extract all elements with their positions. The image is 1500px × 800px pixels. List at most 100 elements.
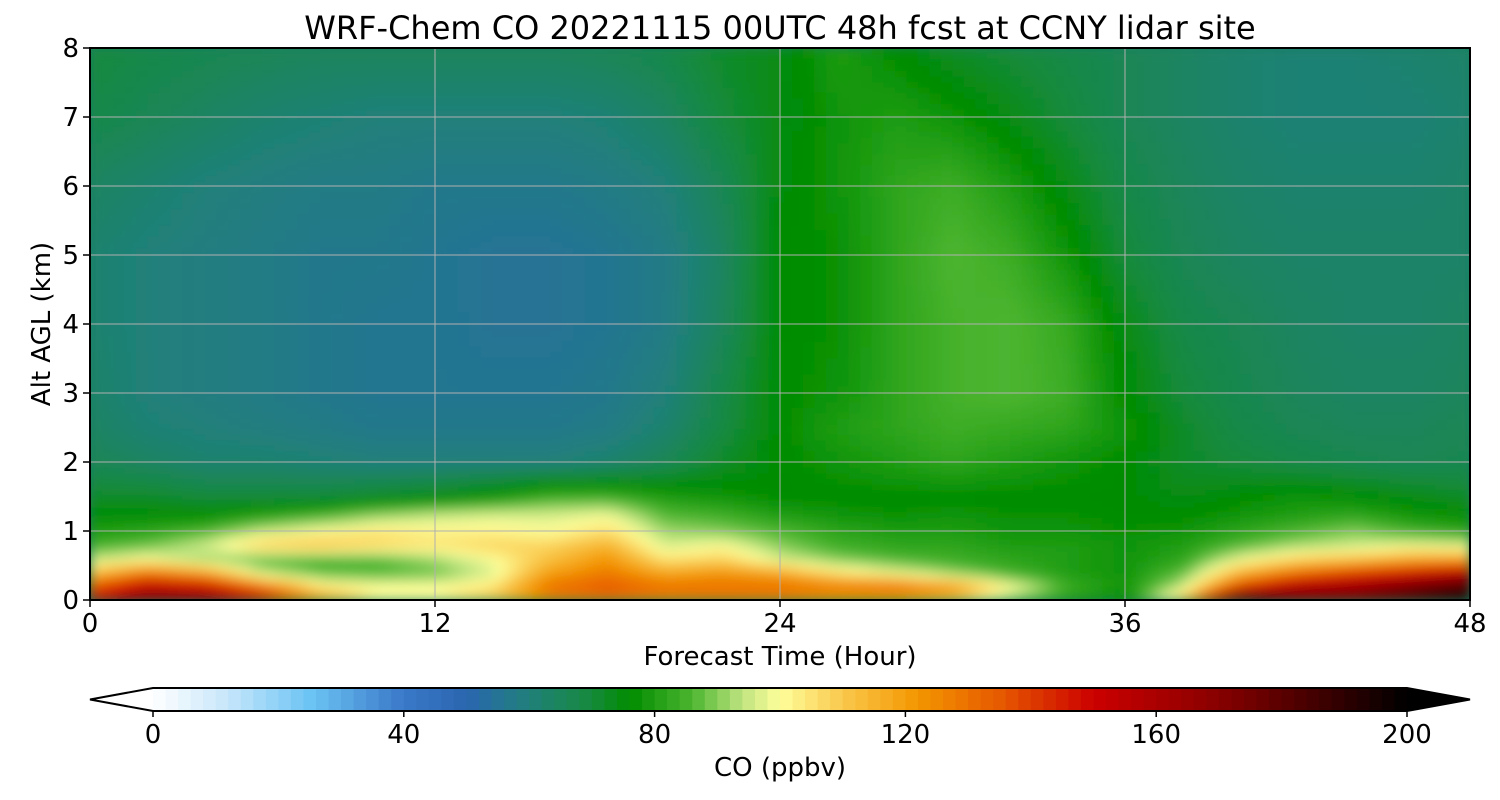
heatmap-cell [596,346,609,353]
heatmap-cell [262,174,275,182]
heatmap-cell [400,434,413,441]
heatmap-cell [101,108,114,116]
heatmap-cell [205,163,218,171]
heatmap-cell [630,351,643,358]
heatmap-cell [527,462,540,469]
heatmap-cell [653,511,666,518]
heatmap-cell [159,473,172,480]
heatmap-cell [113,296,126,303]
heatmap-cell [297,379,310,386]
heatmap-cell [285,186,298,193]
heatmap-cell [527,186,540,193]
heatmap-cell [469,340,482,347]
heatmap-cell [297,119,310,127]
heatmap-cell [262,48,275,55]
heatmap-cell [216,263,229,270]
heatmap-cell [124,169,137,176]
heatmap-cell [285,97,298,104]
heatmap-cell [400,64,413,71]
heatmap-cell [446,64,459,71]
heatmap-cell [515,577,528,585]
heatmap-cell [297,296,310,303]
heatmap-cell [412,64,425,71]
heatmap-cell [285,417,298,425]
heatmap-cell [193,163,206,171]
heatmap-cell [607,219,620,226]
heatmap-cell [228,577,241,585]
heatmap-cell [630,59,643,66]
heatmap-cell [377,428,390,436]
heatmap-cell [584,296,597,303]
heatmap-cell [469,191,482,198]
heatmap-cell [308,373,321,380]
heatmap-cell [354,544,367,552]
heatmap-cell [366,141,379,149]
heatmap-cell [446,566,459,574]
heatmap-cell [527,59,540,66]
heatmap-cell [561,324,574,331]
heatmap-cell [412,312,425,320]
heatmap-cell [308,147,321,154]
heatmap-cell [584,511,597,518]
heatmap-cell [435,197,448,204]
heatmap-cell [366,450,379,458]
heatmap-cell [573,500,586,507]
heatmap-cell [343,577,356,585]
heatmap-cell [159,401,172,408]
heatmap-cell [504,324,517,331]
heatmap-cell [596,191,609,198]
heatmap-cell [400,395,413,403]
heatmap-cell [400,152,413,160]
heatmap-cell [216,158,229,165]
heatmap-cell [285,119,298,127]
heatmap-cell [653,473,666,480]
heatmap-cell [205,351,218,358]
heatmap-cell [492,119,505,127]
heatmap-cell [584,70,597,77]
heatmap-cell [136,70,149,77]
heatmap-cell [101,544,114,552]
heatmap-cell [423,561,436,568]
heatmap-cell [607,478,620,485]
heatmap-cell [469,329,482,336]
heatmap-cell [642,163,655,171]
heatmap-cell [458,246,471,254]
heatmap-cell [619,572,632,579]
heatmap-cell [481,511,494,518]
heatmap-cell [389,335,402,342]
heatmap-cell [308,362,321,369]
heatmap-cell [274,53,287,60]
heatmap-cell [481,544,494,552]
heatmap-cell [389,434,402,441]
heatmap-cell [538,158,551,165]
heatmap-cell [274,81,287,88]
heatmap-cell [262,445,275,452]
heatmap-cell [492,152,505,160]
heatmap-cell [136,230,149,237]
heatmap-cell [389,351,402,358]
heatmap-cell [596,147,609,154]
heatmap-cell [619,522,632,530]
heatmap-cell [343,445,356,452]
heatmap-cell [469,48,482,55]
heatmap-cell [193,395,206,403]
heatmap-cell [262,412,275,419]
heatmap-cell [101,594,114,600]
heatmap-cell [251,158,264,165]
heatmap-cell [642,230,655,237]
heatmap-cell [274,64,287,71]
heatmap-cell [101,246,114,254]
heatmap-cell [297,445,310,452]
heatmap-cell [412,186,425,193]
heatmap-cell [550,48,563,55]
heatmap-cell [630,48,643,55]
heatmap-cell [446,235,459,242]
heatmap-cell [136,329,149,336]
heatmap-cell [182,174,195,182]
heatmap-cell [331,152,344,160]
heatmap-cell [159,86,172,93]
heatmap-cell [573,213,586,220]
heatmap-cell [584,329,597,336]
heatmap-cell [354,312,367,320]
heatmap-cell [308,202,321,209]
